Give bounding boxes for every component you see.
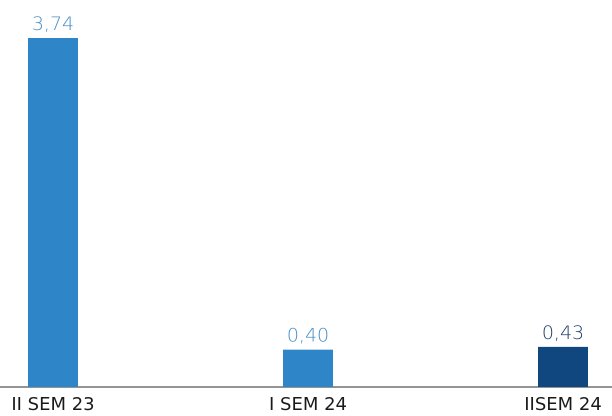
category-label-1: II SEM 23	[11, 394, 94, 415]
value-label-2: 0,40	[287, 325, 329, 347]
value-label-1: 3,74	[32, 13, 74, 35]
bar-2	[283, 349, 333, 387]
value-label-3: 0,43	[542, 322, 584, 344]
category-label-3: IISEM 24	[524, 394, 602, 415]
category-label-2: I SEM 24	[269, 394, 347, 415]
bar-3	[538, 346, 588, 387]
bar-1	[28, 38, 78, 387]
